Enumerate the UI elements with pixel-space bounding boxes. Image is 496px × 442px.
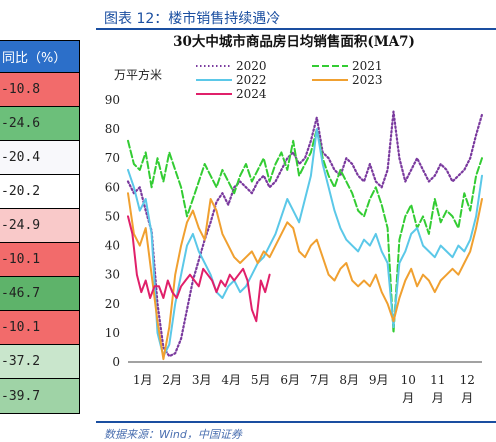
table-row-value: -20.4: [0, 141, 79, 175]
legend-label-2021: 2021: [352, 59, 383, 73]
table-row-value: -37.2: [0, 345, 79, 379]
legend: 2020 2021 2022 2023 2024: [196, 59, 383, 101]
table-row-value: -24.6: [0, 107, 79, 141]
x-tick-label: 1月: [133, 373, 153, 387]
y-tick-label: 90: [105, 93, 120, 107]
y-tick-label: 60: [105, 180, 120, 194]
legend-label-2020: 2020: [236, 59, 267, 73]
y-tick-label: 80: [105, 122, 120, 136]
series-lines: [126, 110, 484, 361]
figure-title: 图表 12：楼市销售持续遇冷: [104, 11, 281, 27]
table-header: 同比（%）: [0, 41, 79, 73]
yoy-table: 同比（%） -10.8 -24.6 -20.4 -20.2 -24.9 -10.1 -46.…: [0, 40, 80, 414]
chart-title: 30大中城市商品房日均销售面积(MA7): [173, 33, 415, 50]
series-line-2023: [127, 192, 483, 361]
y-tick-label: 30: [105, 268, 120, 282]
legend-label-2024: 2024: [236, 87, 267, 101]
source-note: 数据来源：Wind，中国证券: [104, 428, 242, 441]
y-tick-label: 0: [112, 355, 120, 369]
x-tick-label: 7月: [310, 373, 330, 387]
x-tick-label: 10 月: [401, 373, 416, 405]
x-tick-label: 3月: [192, 373, 212, 387]
x-tick-label: 6月: [280, 373, 300, 387]
x-tick-label: 9月: [369, 373, 389, 387]
y-tick-label: 50: [105, 209, 120, 223]
x-axis-ticks: 1月 2月 3月 4月 5月 6月 7月 8月 9月 10 月 11 月 12 月: [133, 373, 475, 405]
x-tick-label: 11 月: [430, 373, 445, 405]
y-tick-label: 70: [105, 151, 120, 165]
series-line-2021: [127, 128, 483, 334]
table-row-value: -10.1: [0, 243, 79, 277]
y-axis-ticks: 0 10 20 30 40 50 60 70 80 90: [105, 93, 120, 369]
series-line-2020: [126, 110, 484, 358]
table-row-value: -24.9: [0, 209, 79, 243]
table-row-value: -10.8: [0, 73, 79, 107]
x-tick-label: 5月: [251, 373, 271, 387]
legend-label-2023: 2023: [352, 73, 383, 87]
title-rule: [96, 28, 496, 30]
series-line-2022: [127, 128, 483, 358]
x-tick-label: 4月: [221, 373, 241, 387]
legend-label-2022: 2022: [236, 73, 267, 87]
x-tick-label: 2月: [162, 373, 182, 387]
series-line-2024: [127, 215, 271, 323]
table-row-value: -39.7: [0, 379, 79, 413]
x-tick-label: 12 月: [460, 373, 475, 405]
table-row-value: -10.1: [0, 311, 79, 345]
y-axis-label: 万平方米: [114, 67, 162, 82]
y-tick-label: 10: [105, 326, 120, 340]
y-tick-label: 20: [105, 297, 120, 311]
table-row-value: -20.2: [0, 175, 79, 209]
bottom-rule: [96, 421, 496, 423]
table-body: -10.8 -24.6 -20.4 -20.2 -24.9 -10.1 -46.7 -10.1…: [0, 73, 79, 413]
y-tick-label: 40: [105, 239, 120, 253]
x-tick-label: 8月: [339, 373, 359, 387]
table-row-value: -46.7: [0, 277, 79, 311]
